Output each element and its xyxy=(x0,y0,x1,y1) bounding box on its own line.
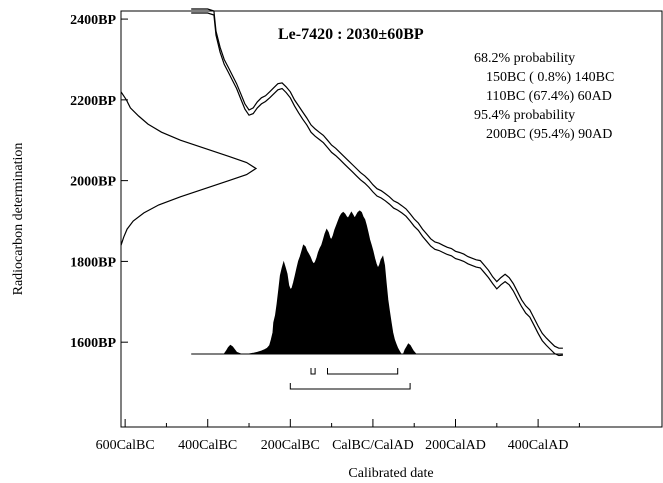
range-95-bracket xyxy=(289,383,411,390)
x-tick-label: 600CalBC xyxy=(96,438,155,453)
annotation-68-range-1: 150BC ( 0.8%) 140BC xyxy=(486,70,614,85)
x-tick-label: 400CalBC xyxy=(178,438,237,453)
x-tick-label: 200CalBC xyxy=(261,438,320,453)
x-tick-label: 200CalAD xyxy=(425,438,486,453)
y-axis: 2400BP 2200BP 2000BP 1800BP 1600BP xyxy=(70,13,128,351)
calibrated-date-distribution xyxy=(223,210,417,355)
y-axis-label: Radiocarbon determination xyxy=(11,143,26,296)
chart-title: Le-7420 : 2030±60BP xyxy=(278,26,424,43)
x-axis-label: Calibrated date xyxy=(348,466,433,481)
y-tick-label: 2000BP xyxy=(70,175,116,190)
range-68-bracket xyxy=(327,368,399,375)
y-tick-label: 2400BP xyxy=(70,13,116,28)
annotation-95-range-1: 200BC (95.4%) 90AD xyxy=(486,127,612,142)
y-tick-label: 1800BP xyxy=(70,255,116,270)
plot-frame xyxy=(120,10,663,428)
x-tick-label: 400CalAD xyxy=(508,438,569,453)
y-tick-label: 1600BP xyxy=(70,336,116,351)
radiocarbon-distribution-curve xyxy=(120,91,258,246)
annotation-68-range-2: 110BC (67.4%) 60AD xyxy=(486,89,612,104)
x-axis: 600CalBC 400CalBC 200CalBC CalBC/CalAD 200Ca… xyxy=(96,419,663,453)
annotation-95-header: 95.4% probability xyxy=(474,108,575,123)
x-tick-label: CalBC/CalAD xyxy=(332,438,414,453)
calibration-curve-lower xyxy=(191,12,563,357)
y-tick-label: 2200BP xyxy=(70,94,116,109)
annotation-68-header: 68.2% probability xyxy=(474,51,575,66)
probability-range-brackets xyxy=(289,368,411,390)
range-68-bracket xyxy=(310,368,316,375)
calibration-curve-upper xyxy=(191,8,563,349)
